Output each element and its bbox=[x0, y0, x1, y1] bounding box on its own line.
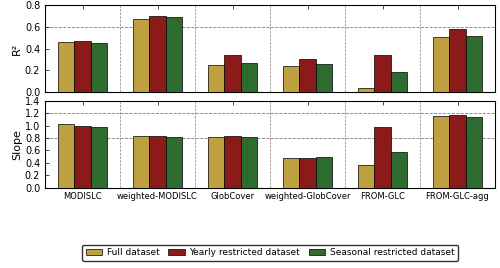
Bar bbox=[283, 66, 299, 92]
Bar bbox=[208, 65, 224, 92]
Bar bbox=[449, 29, 466, 92]
Bar bbox=[91, 127, 107, 188]
Bar bbox=[390, 72, 407, 92]
Bar bbox=[149, 16, 166, 92]
Bar bbox=[224, 136, 241, 188]
Bar bbox=[299, 58, 316, 92]
Bar bbox=[433, 116, 449, 188]
Bar bbox=[299, 158, 316, 188]
Bar bbox=[283, 158, 299, 188]
Legend: Full dataset, Yearly restricted dataset, Seasonal restricted dataset: Full dataset, Yearly restricted dataset,… bbox=[82, 245, 458, 261]
Bar bbox=[316, 64, 332, 92]
Bar bbox=[133, 136, 149, 188]
Bar bbox=[241, 137, 258, 188]
Bar bbox=[466, 117, 482, 188]
Bar bbox=[390, 152, 407, 188]
Bar bbox=[358, 88, 374, 92]
Bar bbox=[58, 124, 74, 188]
Bar bbox=[91, 43, 107, 92]
Bar bbox=[374, 55, 391, 92]
Bar bbox=[74, 41, 91, 92]
Bar bbox=[166, 137, 182, 188]
Bar bbox=[316, 157, 332, 188]
Bar bbox=[166, 17, 182, 92]
Bar bbox=[374, 127, 391, 188]
Bar bbox=[58, 42, 74, 92]
Bar bbox=[74, 126, 91, 188]
Bar bbox=[358, 165, 374, 188]
Y-axis label: Slope: Slope bbox=[12, 129, 22, 160]
Bar bbox=[149, 136, 166, 188]
Bar bbox=[466, 36, 482, 92]
Bar bbox=[224, 55, 241, 92]
Bar bbox=[449, 115, 466, 188]
Y-axis label: R²: R² bbox=[12, 43, 22, 55]
Bar bbox=[241, 63, 258, 92]
Bar bbox=[208, 137, 224, 188]
Bar bbox=[433, 37, 449, 92]
Bar bbox=[133, 20, 149, 92]
